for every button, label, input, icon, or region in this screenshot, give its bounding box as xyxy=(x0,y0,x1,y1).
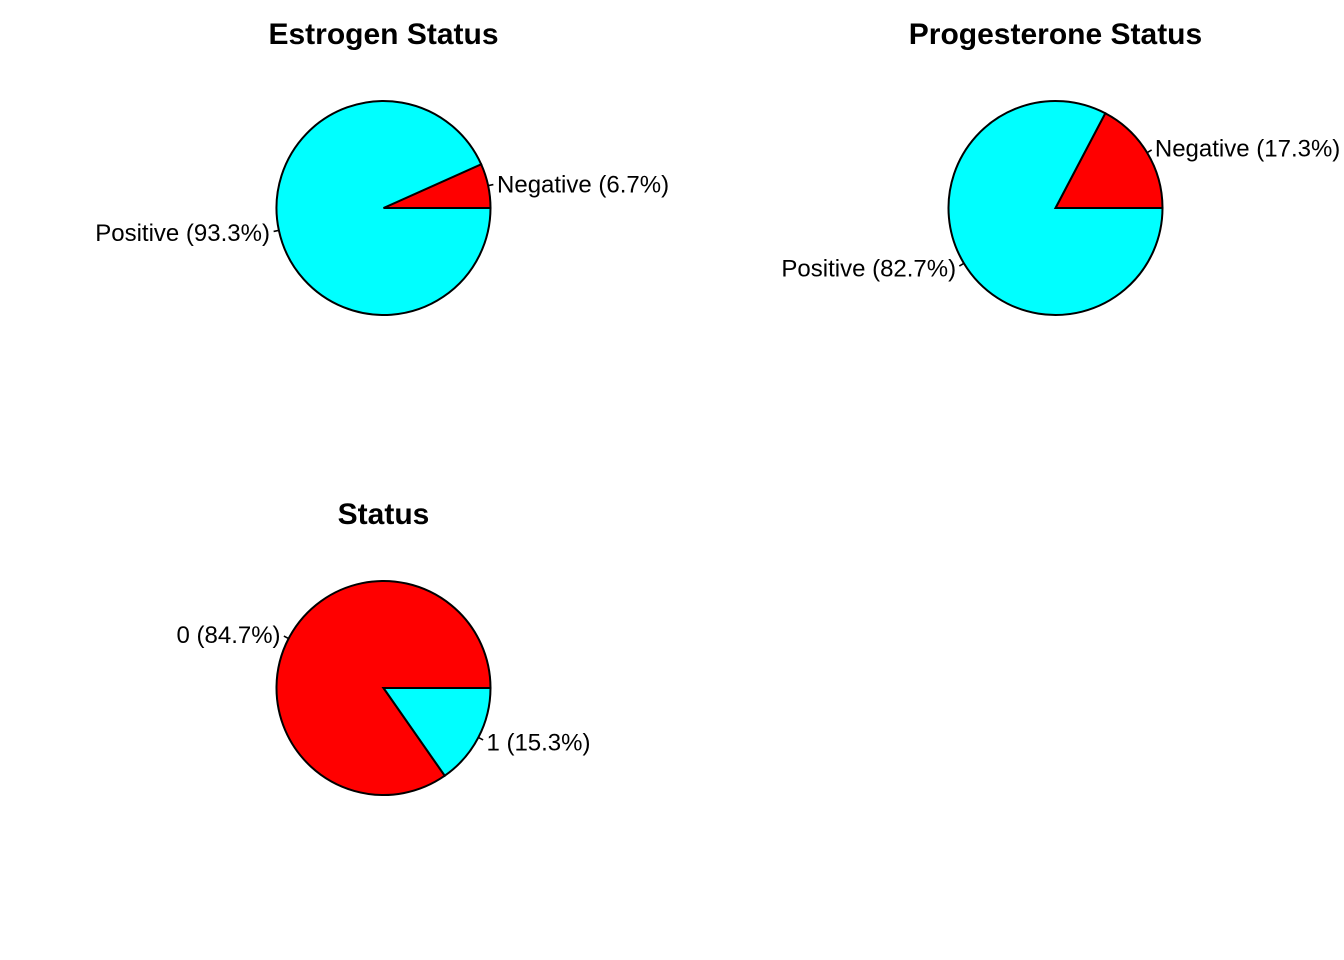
slice-label: Negative (17.3%) xyxy=(1155,136,1340,163)
slice-labels: Negative (6.7%) Positive (93.3%) xyxy=(95,171,669,247)
chart-title: Estrogen Status xyxy=(268,18,498,51)
pie-slices xyxy=(947,100,1164,316)
slice-label: 1 (15.3%) xyxy=(486,729,590,756)
slice-labels: 0 (84.7%) 1 (15.3%) xyxy=(176,622,590,756)
pie-slices xyxy=(275,580,492,796)
label-leader-line xyxy=(273,229,280,233)
slice-label: Negative (6.7%) xyxy=(497,171,669,198)
pie-slice-positive xyxy=(275,100,492,316)
slice-labels: Negative (17.3%) Positive (82.7%) xyxy=(781,136,1340,283)
chart-title: Status xyxy=(338,498,430,531)
label-leader-line xyxy=(1146,149,1153,154)
slice-label: Positive (93.3%) xyxy=(95,220,270,247)
pie-slice-positive xyxy=(947,100,1164,316)
pie-slices xyxy=(275,100,492,316)
status-pie: Status 0 (84.7%) 1 (15.3%) xyxy=(176,498,591,796)
label-leader-line xyxy=(487,183,494,187)
label-leader-line xyxy=(478,736,484,741)
label-leader-line xyxy=(958,262,965,267)
chart-title: Progesterone Status xyxy=(909,18,1202,51)
pie-slice-1 xyxy=(381,687,492,778)
slice-label: Positive (82.7%) xyxy=(781,256,956,283)
progesterone-status-pie: Progesterone Status Negative (17.3%) Posi… xyxy=(781,18,1340,316)
slice-label: 0 (84.7%) xyxy=(176,622,280,649)
estrogen-status-pie: Estrogen Status Negative (6.7%) Positive … xyxy=(95,18,669,316)
label-leader-line xyxy=(283,635,289,640)
